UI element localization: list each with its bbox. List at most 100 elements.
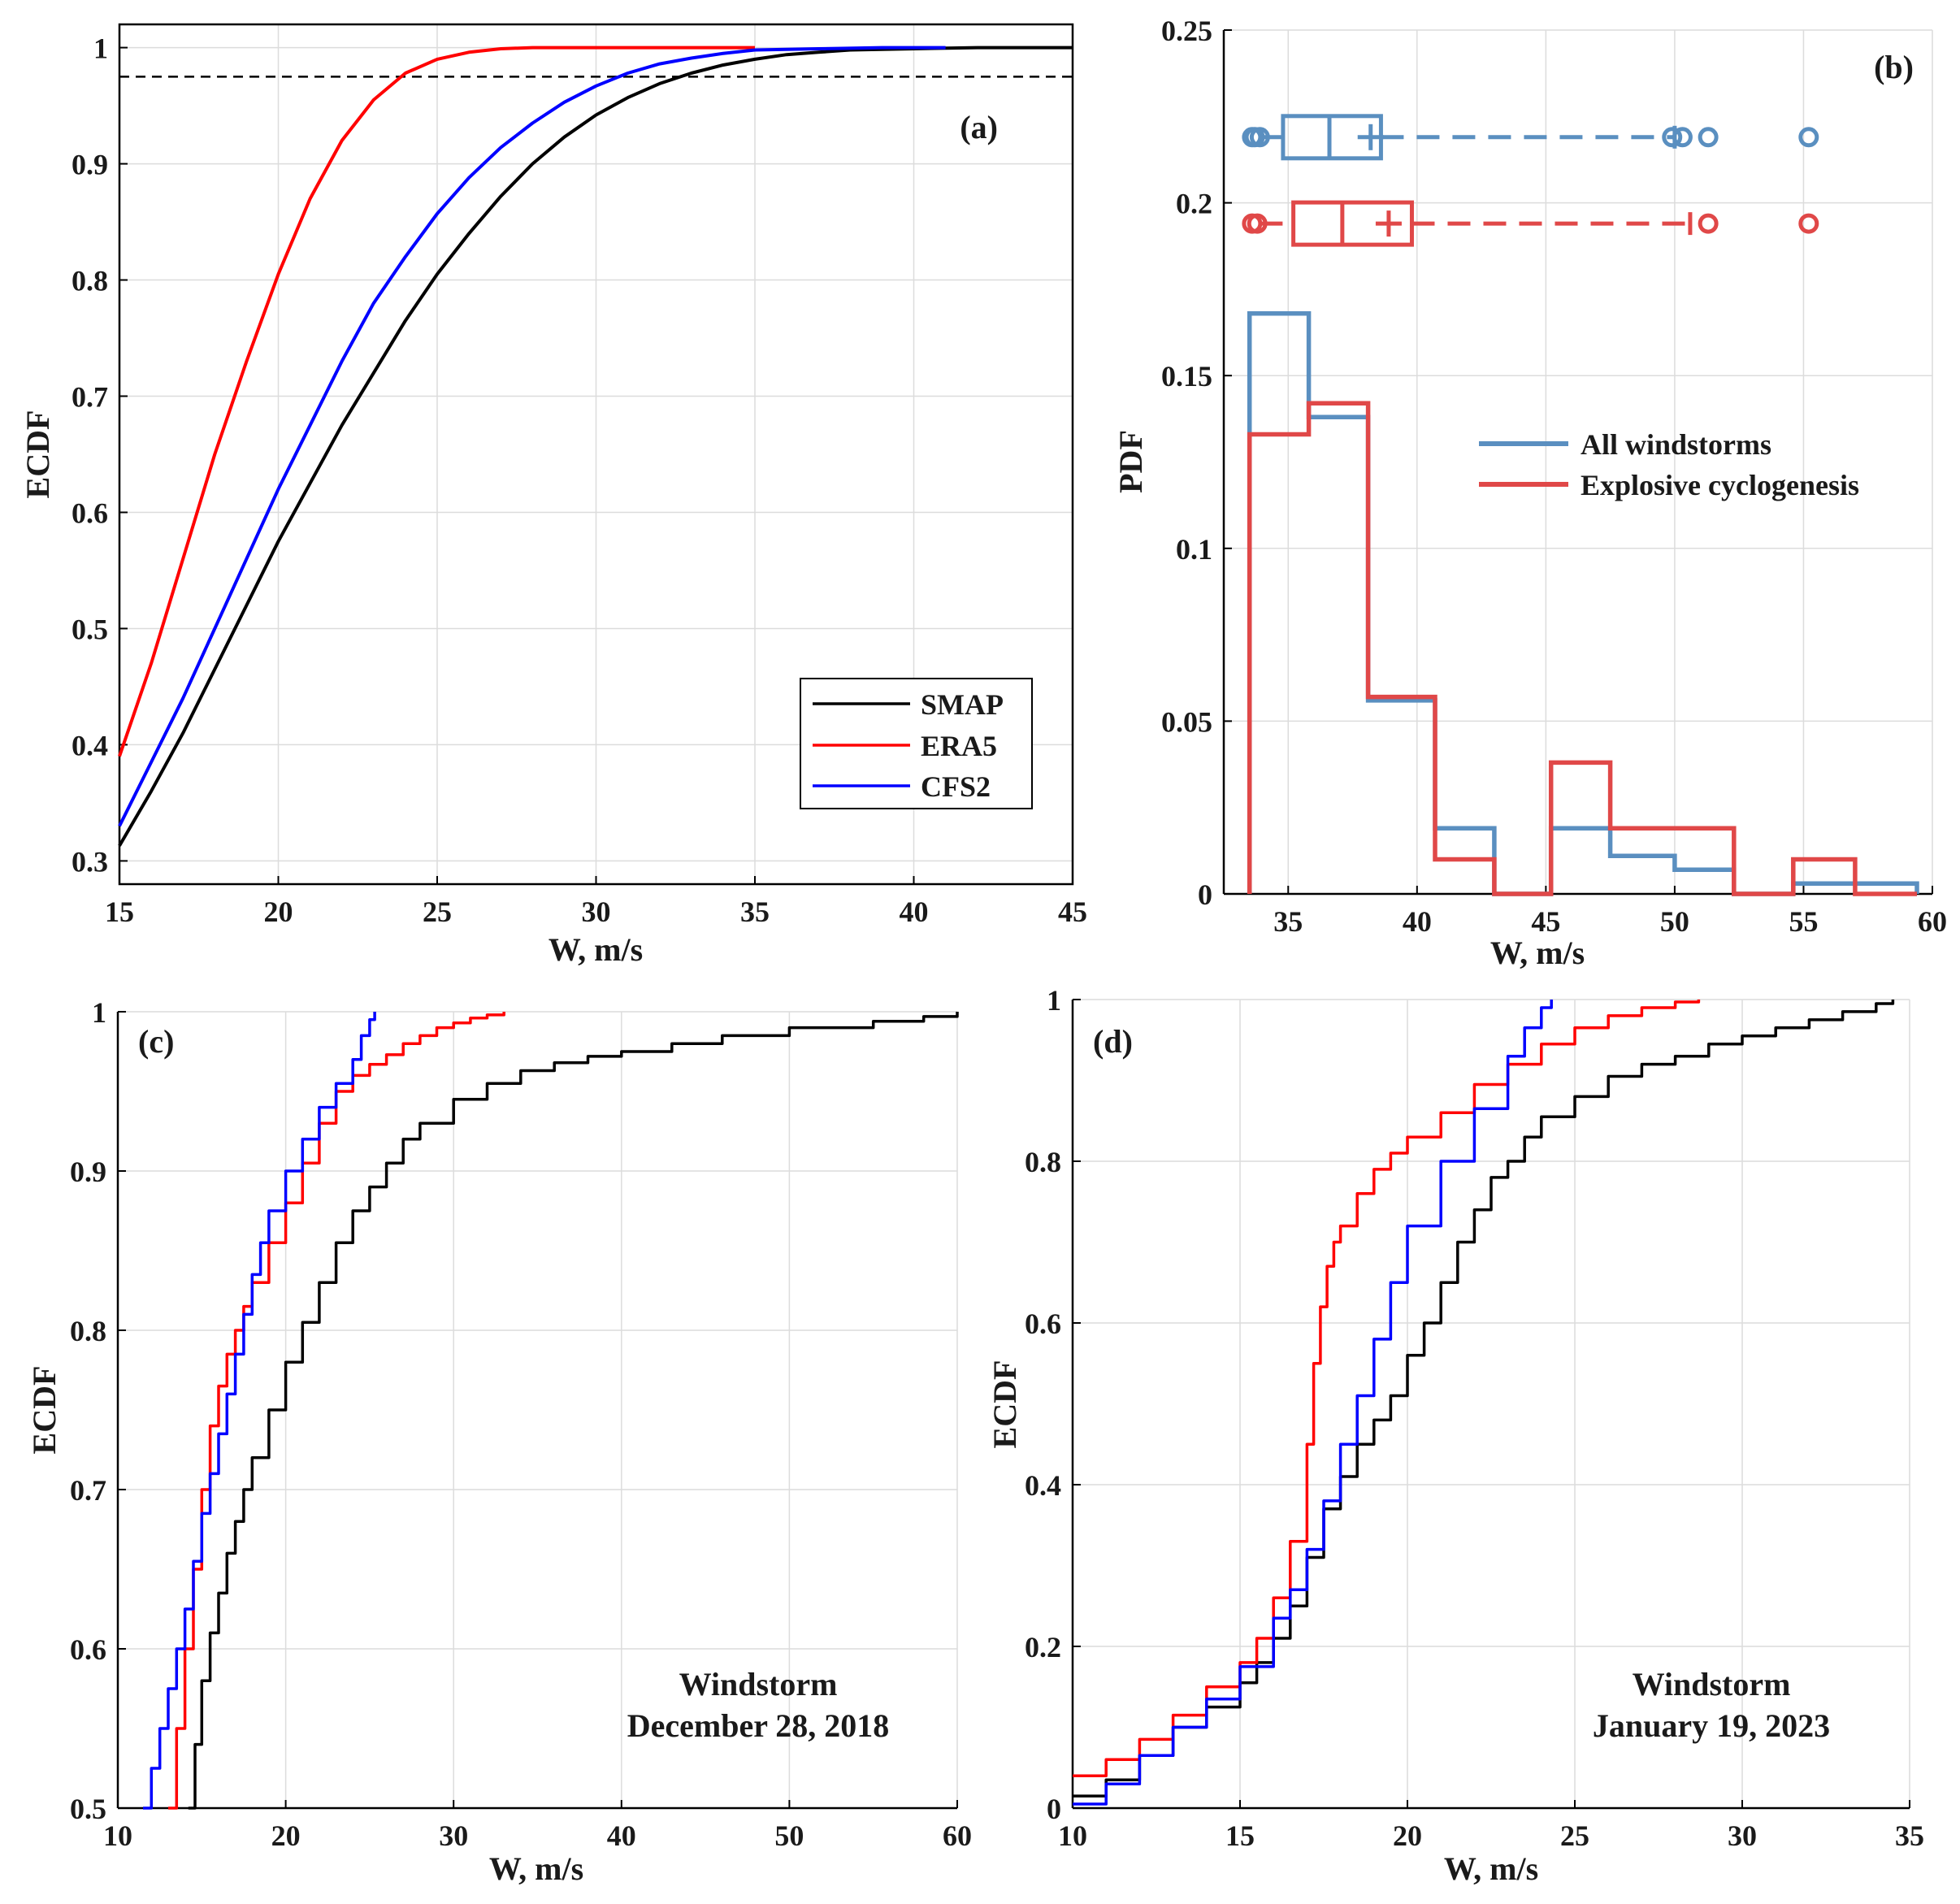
ticks-d: 10 15 20 25 30 35 0 0.2 0.4 0.6 0.8 1 (1025, 984, 1924, 1852)
y-axis-label-c: ECDF (26, 1366, 63, 1455)
y-tick-label-c: 0.5 (70, 1793, 106, 1825)
x-tick-label-a: 25 (423, 896, 452, 928)
legend-label-all-windstorms: All windstorms (1581, 428, 1771, 461)
y-tick-label-a: 1 (93, 33, 108, 65)
annotation-line2-d: January 19, 2023 (1593, 1707, 1830, 1744)
x-tick-label-a: 35 (740, 896, 770, 928)
x-tick-label-c: 60 (943, 1819, 972, 1852)
axes-b (1222, 30, 1932, 896)
series-line-smap-a (118, 46, 1073, 847)
y-tick-label-b: 0.1 (1176, 533, 1212, 566)
outlier-all-windstorms (1662, 127, 1683, 148)
y-tick-label-a: 0.6 (72, 497, 108, 529)
legend-label-cfs2: CFS2 (921, 770, 991, 803)
x-axis-label-a: W, m/s (549, 931, 643, 968)
boxplots-b (1242, 114, 1819, 247)
axes-c (116, 1012, 957, 1810)
legend-a: SMAP ERA5 CFS2 (800, 678, 1033, 809)
x-axis-label-c: W, m/s (489, 1850, 583, 1887)
x-tick-label-a: 30 (582, 896, 611, 928)
outlier-all-windstorms (1672, 127, 1693, 148)
outlier-all-windstorms (1798, 127, 1819, 148)
lines-d (1073, 1000, 1895, 1806)
y-tick-label-a: 0.3 (72, 845, 108, 878)
ticks-c: 10 20 30 40 50 60 0.5 0.6 0.7 0.8 0.9 1 (70, 996, 972, 1852)
outlier-all-windstorms (1249, 127, 1270, 148)
x-tick-label-d: 10 (1058, 1819, 1087, 1852)
x-tick-label-d: 35 (1895, 1819, 1924, 1852)
x-tick-label-b: 55 (1789, 905, 1818, 938)
series-line-smap-c (188, 1012, 959, 1810)
legend-b: All windstorms Explosive cyclogenesis (1479, 428, 1859, 501)
x-axis-label-d: W, m/s (1444, 1850, 1538, 1887)
histogram-all-windstorms (1247, 310, 1919, 896)
panel-label-d: (d) (1093, 1023, 1133, 1060)
annotation-line1-c: Windstorm (679, 1666, 838, 1702)
y-tick-label-c: 0.6 (70, 1633, 106, 1666)
outlier-explosive-cyclogenesis (1698, 213, 1719, 234)
x-axis-label-b: W, m/s (1490, 935, 1585, 971)
x-tick-label-c: 10 (103, 1819, 132, 1852)
histogram-explosive-cyclogenesis (1247, 401, 1917, 896)
x-tick-label-b: 35 (1273, 905, 1303, 938)
y-tick-label-a: 0.9 (72, 149, 108, 181)
y-axis-label-a: ECDF (20, 410, 56, 499)
axes-d (1071, 1000, 1910, 1810)
lines-a (118, 46, 1073, 847)
x-tick-label-a: 45 (1058, 896, 1087, 928)
y-tick-label-b: 0.05 (1161, 705, 1212, 738)
y-tick-label-d: 0.8 (1025, 1146, 1061, 1178)
legend-label-explosive-cyclogenesis: Explosive cyclogenesis (1581, 469, 1859, 501)
series-line-cfs2-a (118, 46, 946, 827)
outlier-explosive-cyclogenesis (1798, 213, 1819, 234)
x-tick-label-c: 50 (774, 1819, 804, 1852)
x-tick-label-b: 50 (1660, 905, 1689, 938)
grid-a (119, 24, 1073, 884)
y-axis-label-d: ECDF (987, 1360, 1023, 1449)
ticks-a: 15 20 25 30 35 40 45 0.3 0.4 0.5 0.6 0.7 0.8 0.9 1 (72, 33, 1087, 928)
series-line-cfs2-d (1073, 1000, 1553, 1806)
series-line-smap-d (1073, 1000, 1895, 1798)
series-line-cfs2-c (143, 1012, 376, 1810)
y-tick-label-a: 0.8 (72, 265, 108, 297)
panel-c: 10 20 30 40 50 60 0.5 0.6 0.7 0.8 0.9 1 (c) Windsto… (26, 996, 972, 1887)
y-tick-label-c: 0.7 (70, 1474, 106, 1507)
y-tick-label-a: 0.4 (72, 729, 108, 761)
y-tick-label-c: 0.8 (70, 1315, 106, 1347)
annotation-line1-d: Windstorm (1633, 1666, 1791, 1702)
y-tick-label-b: 0.2 (1176, 188, 1212, 220)
y-tick-label-d: 0.6 (1025, 1308, 1061, 1340)
y-tick-label-b: 0 (1198, 878, 1212, 911)
x-tick-label-a: 20 (264, 896, 293, 928)
y-tick-label-d: 0.2 (1025, 1631, 1061, 1663)
annotation-line2-c: December 28, 2018 (627, 1707, 890, 1744)
x-tick-label-a: 15 (105, 896, 134, 928)
y-axis-label-b: PDF (1112, 430, 1149, 493)
x-tick-label-d: 15 (1225, 1819, 1255, 1852)
x-tick-label-b: 45 (1531, 905, 1560, 938)
y-tick-label-a: 0.5 (72, 613, 108, 645)
ticks-b: 35 40 45 50 55 60 0 0.05 0.1 0.15 0.2 0.25 (1161, 15, 1947, 938)
x-tick-label-d: 25 (1560, 1819, 1589, 1852)
panel-label-c: (c) (138, 1023, 174, 1060)
y-tick-label-b: 0.25 (1161, 15, 1212, 47)
x-tick-label-c: 40 (607, 1819, 636, 1852)
x-tick-label-b: 60 (1918, 905, 1947, 938)
x-tick-label-c: 20 (271, 1819, 301, 1852)
x-tick-label-d: 20 (1393, 1819, 1422, 1852)
y-tick-label-b: 0.15 (1161, 360, 1212, 393)
panel-label-a: (a) (960, 109, 998, 145)
series-line-era5-d (1073, 1000, 1701, 1777)
x-tick-label-d: 30 (1728, 1819, 1757, 1852)
y-tick-label-c: 0.9 (70, 1156, 106, 1188)
x-tick-label-b: 40 (1403, 905, 1432, 938)
legend-label-era5: ERA5 (921, 730, 997, 762)
lines-c (143, 1012, 959, 1810)
x-tick-label-c: 30 (439, 1819, 468, 1852)
panel-a: 15 20 25 30 35 40 45 0.3 0.4 0.5 0.6 0.7 0.8 0.9 1 (a)… (20, 23, 1087, 968)
box-iqr-explosive-cyclogenesis (1291, 200, 1414, 247)
x-tick-label-a: 40 (900, 896, 929, 928)
y-tick-label-d: 0 (1047, 1793, 1061, 1825)
y-tick-label-d: 0.4 (1025, 1469, 1061, 1502)
histograms-b (1247, 310, 1919, 896)
